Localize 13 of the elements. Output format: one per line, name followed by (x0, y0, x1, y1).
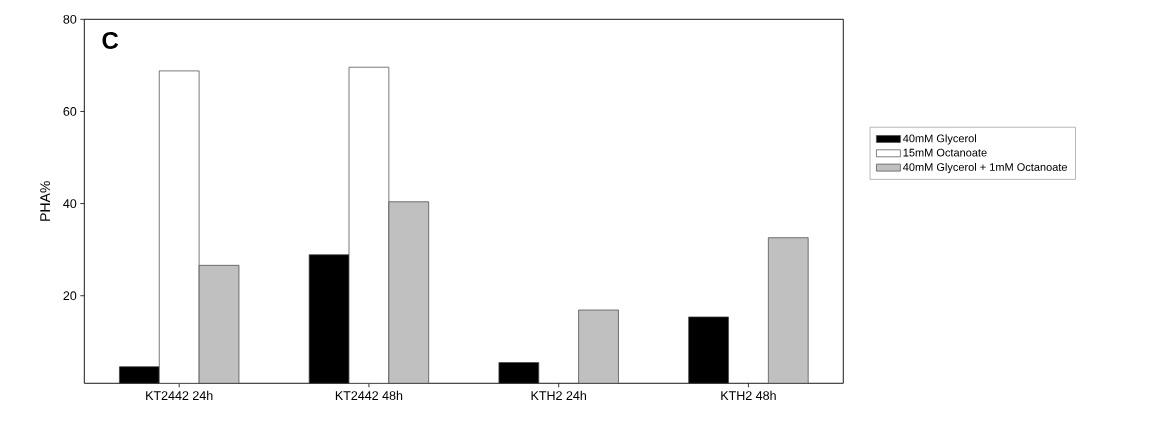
y-tick-label: 40 (63, 199, 77, 209)
y-tick-label: 60 (63, 107, 77, 116)
x-tick-label: KT2442 48h (335, 390, 403, 400)
y-tick-label: 20 (63, 291, 77, 301)
legend-label: 40mM Glycerol + 1mM Octanoate (903, 162, 1068, 174)
x-tick-label: KTH2 48h (721, 390, 776, 400)
annotation: C (102, 31, 119, 49)
legend-label: 40mM Glycerol (903, 134, 976, 145)
y-tick-label: 80 (63, 14, 77, 24)
x-tick-label: KT2442 24h (146, 390, 213, 400)
x-tick-label: KTH2 24h (531, 390, 586, 400)
legend-label: 15mM Octanoate (903, 148, 987, 157)
y-axis-title: PHA% (40, 181, 51, 221)
